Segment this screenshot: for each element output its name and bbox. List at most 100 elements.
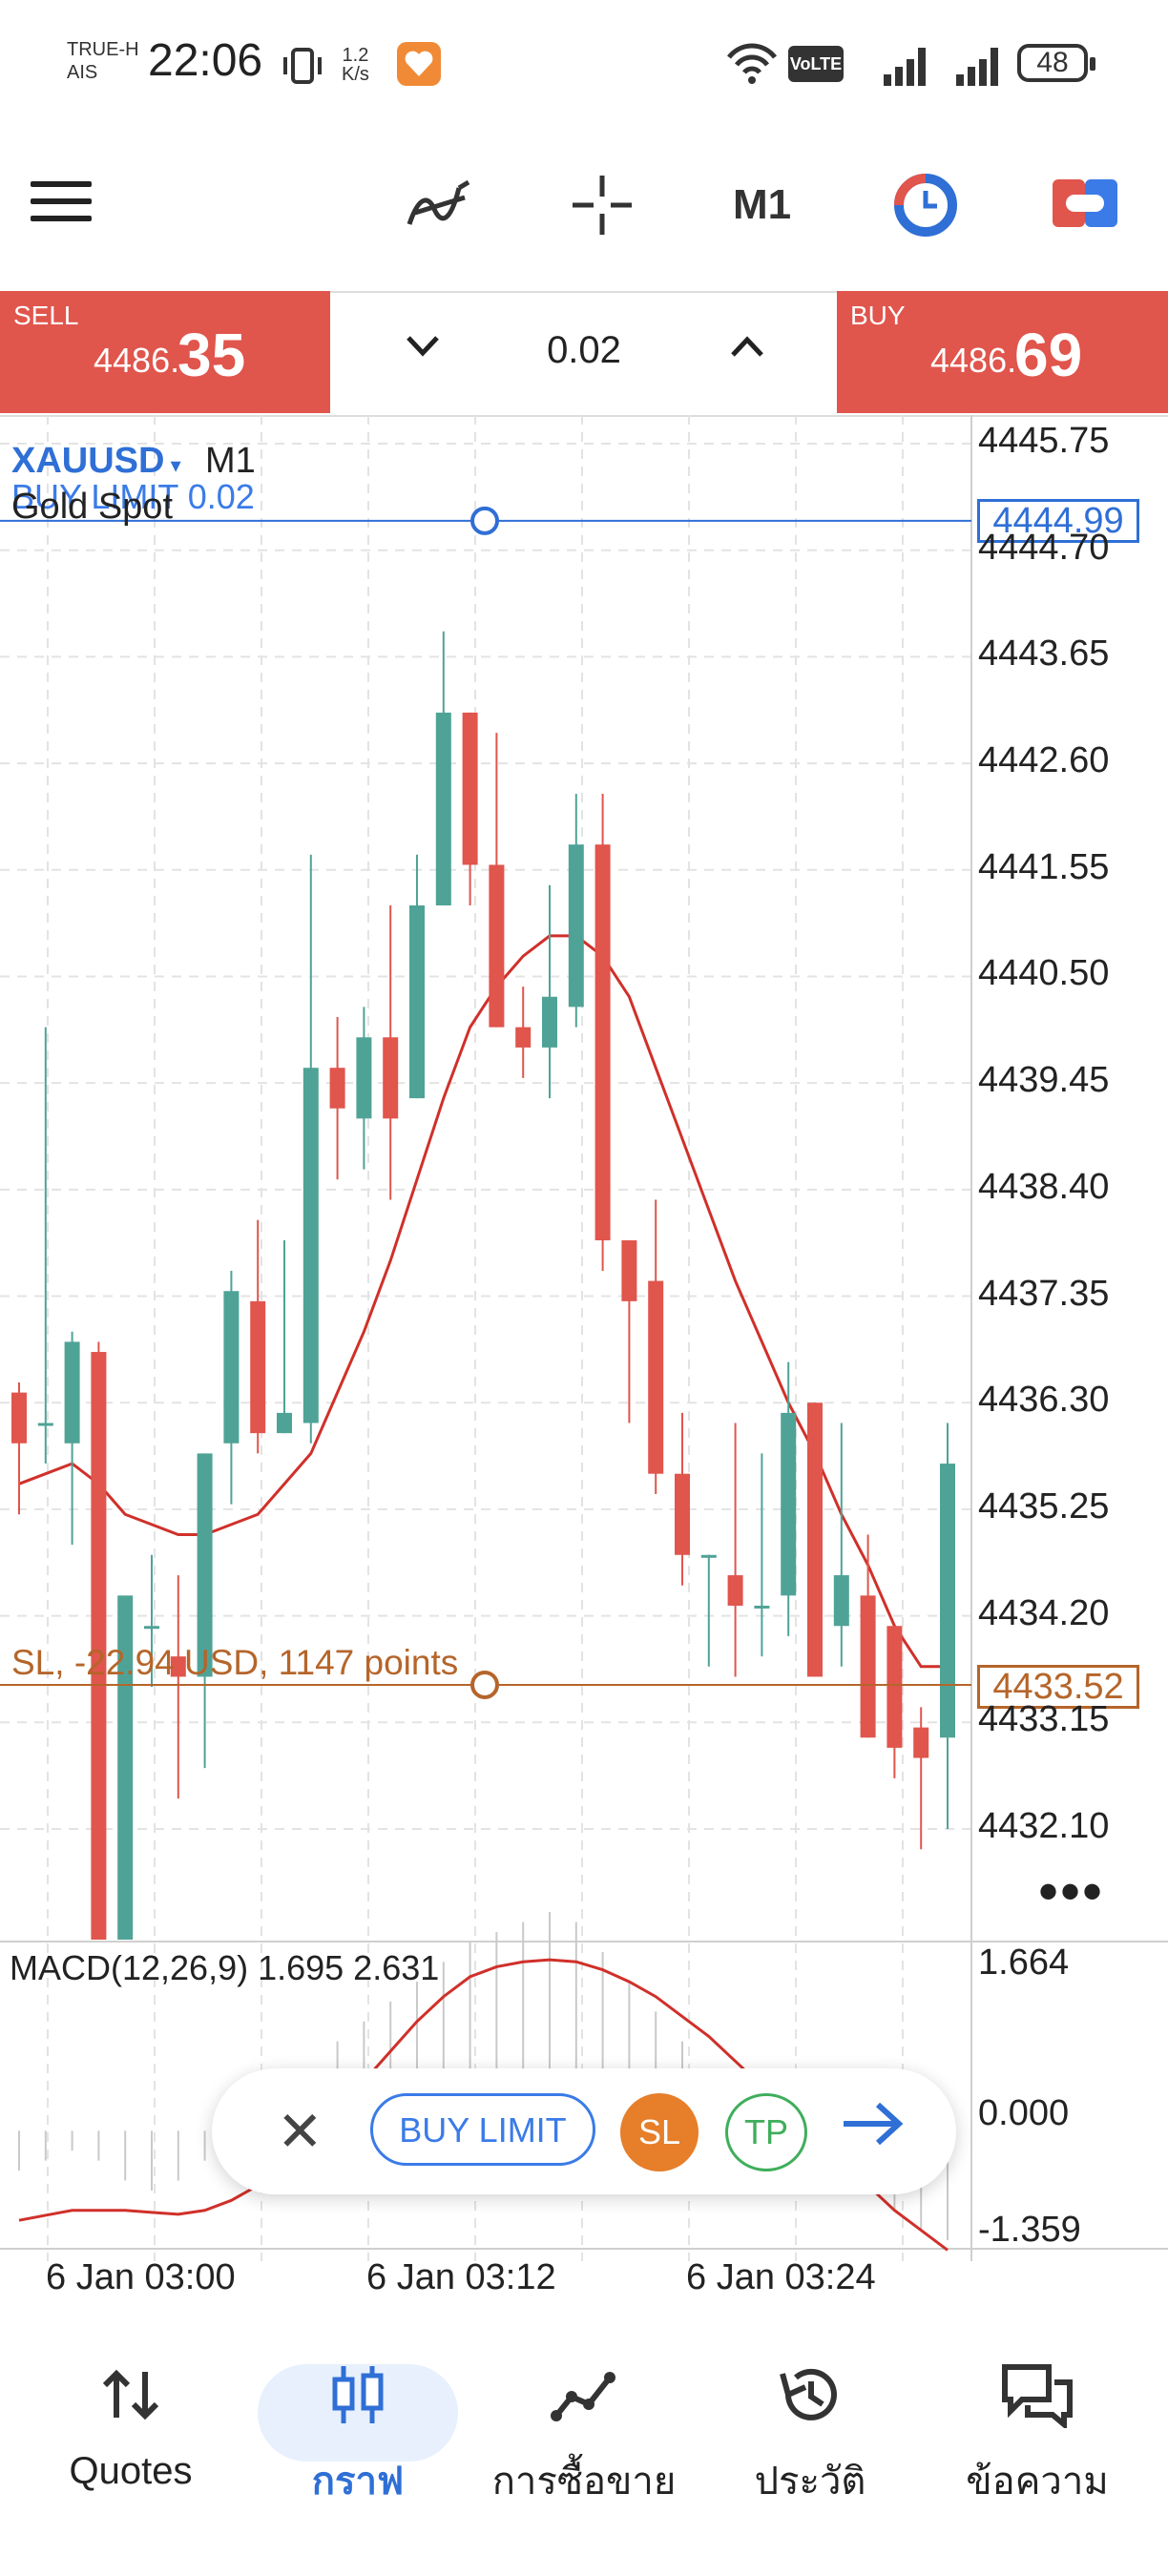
candle (833, 1423, 849, 1667)
lot-decrease-button[interactable] (401, 324, 445, 379)
candle (37, 1027, 53, 1465)
price-tick-label: 4445.75 (978, 421, 1110, 461)
status-bar: TRUE-H AIS 22:06 1.2 K/s VoLTE 48 (0, 0, 1168, 134)
nav-messages[interactable]: ข้อความ (921, 2347, 1154, 2511)
buy-button[interactable]: BUY 4486. 69 (837, 291, 1168, 413)
price-tick-label: 4433.15 (978, 1699, 1110, 1740)
candle-body (11, 1392, 27, 1444)
candle (675, 1412, 690, 1586)
indicators-icon[interactable] (406, 177, 474, 239)
lot-value[interactable]: 0.02 (547, 329, 621, 371)
candle-body (860, 1595, 876, 1738)
price-tick-label: 4442.60 (978, 740, 1110, 781)
trade-line-icon (468, 2347, 700, 2442)
timeframe-button[interactable]: M1 (733, 181, 792, 228)
candle (329, 1017, 345, 1180)
candle (435, 631, 451, 905)
candle-body (37, 1423, 53, 1426)
candle-body (64, 1341, 80, 1444)
candle (250, 1219, 266, 1454)
buy-limit-drag-handle[interactable] (470, 506, 499, 535)
candle-body (302, 1068, 319, 1423)
arrow-right-icon[interactable] (840, 2095, 907, 2167)
symbol-description: Gold Spot (11, 487, 173, 527)
sell-button[interactable]: SELL 4486. 35 (0, 291, 330, 413)
trade-icon[interactable] (1053, 179, 1117, 232)
candle-body (542, 996, 557, 1048)
net-speed: 1.2 K/s (342, 45, 369, 85)
candle (356, 1007, 372, 1170)
nav-quotes-label: Quotes (69, 2450, 193, 2492)
candle-body (621, 1240, 637, 1301)
sl-chip[interactable]: SL (620, 2093, 699, 2171)
more-options-icon[interactable]: ••• (1038, 1859, 1105, 1923)
candle-body (91, 1352, 107, 1940)
buy-limit-order-label: BUY LIMIT 0.02 (11, 477, 255, 516)
moving-average-line (18, 934, 948, 1669)
candle-body (700, 1554, 717, 1558)
price-tick-label: 4440.50 (978, 953, 1110, 994)
candle (170, 1575, 186, 1799)
candle-body (940, 1464, 955, 1738)
nav-trade-label: การซื้อขาย (491, 2461, 677, 2503)
candle (302, 854, 319, 1444)
crosshair-icon[interactable] (571, 174, 634, 241)
candle (64, 1331, 80, 1546)
candle (91, 1341, 107, 1940)
candle (648, 1199, 664, 1494)
price-chart[interactable] (0, 415, 1168, 2285)
nav-trade[interactable]: การซื้อขาย (468, 2347, 700, 2511)
candle-body (329, 1068, 345, 1109)
messages-icon (921, 2347, 1154, 2442)
sell-price-suffix: 35 (177, 321, 246, 389)
candle-body (648, 1280, 664, 1474)
candle (807, 1402, 823, 1677)
candle (568, 793, 584, 1028)
active-tab-indicator (258, 2364, 458, 2462)
one-click-trade-bar (0, 291, 1168, 417)
lot-increase-button[interactable] (725, 324, 769, 379)
bottom-navigation (0, 2328, 1168, 2576)
candle-body (223, 1291, 240, 1444)
volte-icon: VoLTE (788, 46, 844, 82)
candle (700, 1554, 717, 1667)
nav-history[interactable]: ประวัติ (694, 2347, 927, 2511)
candle-body (807, 1402, 823, 1677)
candle (489, 733, 505, 1028)
macd-tick-label: 0.000 (978, 2093, 1070, 2133)
close-icon[interactable]: ✕ (277, 2101, 323, 2163)
candle-body (250, 1300, 266, 1434)
candle (277, 1240, 292, 1434)
menu-icon[interactable] (31, 181, 92, 227)
clock: 22:06 (148, 35, 263, 86)
clock-icon[interactable] (892, 172, 959, 243)
price-tick-label: 4437.35 (978, 1273, 1110, 1314)
tp-chip[interactable]: TP (725, 2093, 807, 2171)
history-icon (694, 2347, 927, 2442)
time-tick-label: 6 Jan 03:00 (46, 2257, 236, 2297)
macd-label: MACD(12,26,9) 1.695 2.631 (10, 1948, 440, 1987)
candle-body (754, 1605, 770, 1609)
candle (594, 793, 611, 1271)
candle (886, 1626, 903, 1778)
nav-chart[interactable]: กราฟ (241, 2347, 474, 2511)
candle (117, 1595, 134, 1940)
quotes-icon (14, 2347, 247, 2442)
nav-quotes[interactable]: Quotes (14, 2347, 247, 2493)
buy-limit-chip[interactable]: BUY LIMIT (370, 2093, 595, 2166)
buy-price-suffix: 69 (1014, 321, 1083, 389)
candle-body (356, 1037, 372, 1119)
price-tick-label: 4434.20 (978, 1592, 1110, 1633)
price-tick-label: 4441.55 (978, 846, 1110, 887)
macd-tick-label: -1.359 (978, 2210, 1081, 2250)
app-notification-icon (397, 42, 441, 91)
symbol-label[interactable]: XAUUSD ▾ (11, 441, 181, 481)
candle-body (170, 1656, 186, 1677)
candle-body (117, 1595, 134, 1940)
candle-body (462, 712, 478, 865)
candle-body (383, 1037, 399, 1119)
candle (781, 1361, 797, 1636)
candle-body (594, 844, 611, 1241)
chart-timeframe-label: M1 (205, 441, 256, 481)
stop-loss-drag-handle[interactable] (470, 1670, 499, 1699)
